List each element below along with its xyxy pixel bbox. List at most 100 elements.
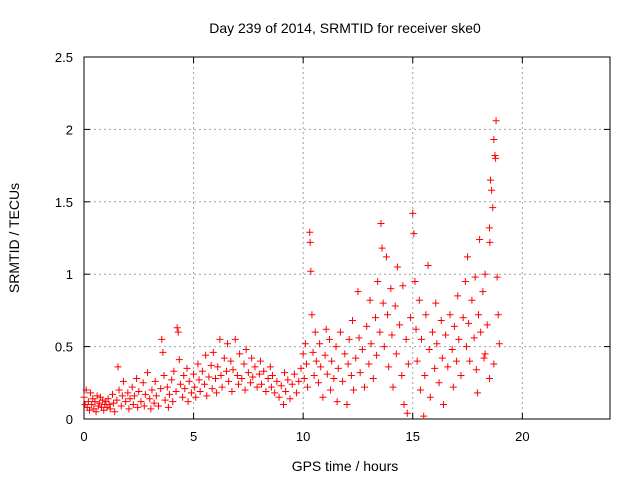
data-point	[176, 380, 184, 388]
data-point	[184, 398, 192, 406]
data-point	[104, 395, 112, 403]
data-point	[330, 374, 338, 382]
data-point	[225, 377, 233, 385]
data-point	[169, 398, 177, 406]
data-point	[164, 403, 172, 411]
data-point	[268, 372, 276, 380]
data-point	[334, 364, 342, 372]
data-point	[128, 383, 136, 391]
data-point	[377, 220, 385, 228]
data-point	[159, 348, 167, 356]
data-point	[495, 340, 503, 348]
data-point	[461, 277, 469, 285]
data-point	[437, 317, 445, 325]
data-point	[373, 351, 381, 359]
data-point	[249, 373, 257, 381]
data-point	[279, 401, 287, 409]
data-point	[183, 364, 191, 372]
data-point	[213, 389, 221, 397]
data-point	[327, 386, 335, 394]
data-point	[389, 383, 397, 391]
data-point	[344, 360, 352, 368]
data-point	[229, 366, 237, 374]
grid-lines	[84, 57, 610, 419]
data-point	[224, 340, 232, 348]
data-point	[488, 186, 496, 194]
data-point	[91, 398, 99, 406]
data-point	[350, 386, 358, 394]
data-point	[260, 367, 268, 375]
data-point	[231, 335, 239, 343]
data-point	[251, 363, 259, 371]
data-point	[485, 374, 493, 382]
data-point	[378, 244, 386, 252]
x-tick-label: 15	[406, 429, 420, 444]
x-tick-label: 10	[296, 429, 310, 444]
data-point	[214, 363, 222, 371]
data-point	[158, 335, 166, 343]
data-point	[392, 350, 400, 358]
data-point	[428, 328, 436, 336]
data-point	[202, 351, 210, 359]
data-point	[266, 363, 274, 371]
data-point	[144, 369, 152, 377]
data-point	[356, 369, 364, 377]
data-point	[306, 228, 314, 236]
data-point	[244, 369, 252, 377]
data-point	[222, 367, 230, 375]
data-point	[304, 383, 312, 391]
data-point	[163, 383, 171, 391]
data-point	[369, 374, 377, 382]
data-point	[446, 311, 454, 319]
data-point	[317, 363, 325, 371]
data-point	[311, 328, 319, 336]
data-point	[299, 350, 307, 358]
data-point	[358, 345, 366, 353]
data-point	[281, 369, 289, 377]
data-point	[352, 354, 360, 362]
data-point	[124, 389, 132, 397]
data-point	[110, 399, 118, 407]
data-point	[487, 176, 495, 184]
data-point	[256, 357, 264, 365]
data-point	[333, 398, 341, 406]
data-point	[205, 373, 213, 381]
data-point	[367, 340, 375, 348]
data-point	[165, 390, 173, 398]
data-point	[275, 393, 283, 401]
data-point	[240, 360, 248, 368]
data-point	[345, 335, 353, 343]
data-point	[170, 367, 178, 375]
data-point	[348, 317, 356, 325]
data-point	[339, 377, 347, 385]
data-point	[310, 372, 318, 380]
data-point	[475, 311, 482, 319]
data-point	[262, 387, 270, 395]
data-point	[449, 383, 457, 391]
data-point	[403, 409, 411, 417]
data-point	[464, 253, 472, 261]
data-point	[391, 302, 399, 310]
data-point	[208, 385, 216, 393]
data-point	[450, 322, 458, 330]
data-point	[435, 379, 443, 387]
data-point	[119, 377, 127, 385]
data-point	[411, 277, 419, 285]
data-point	[106, 405, 114, 413]
data-point	[209, 348, 217, 356]
data-point	[150, 399, 158, 407]
data-point	[242, 345, 250, 353]
data-point	[290, 370, 298, 378]
data-point	[99, 396, 107, 404]
data-point	[155, 402, 163, 410]
data-point	[315, 379, 323, 387]
data-point	[238, 374, 246, 382]
data-point	[409, 209, 417, 217]
data-point	[387, 285, 395, 293]
data-point	[88, 401, 96, 409]
data-point	[471, 273, 479, 281]
data-point	[336, 328, 344, 336]
data-point	[236, 350, 244, 358]
